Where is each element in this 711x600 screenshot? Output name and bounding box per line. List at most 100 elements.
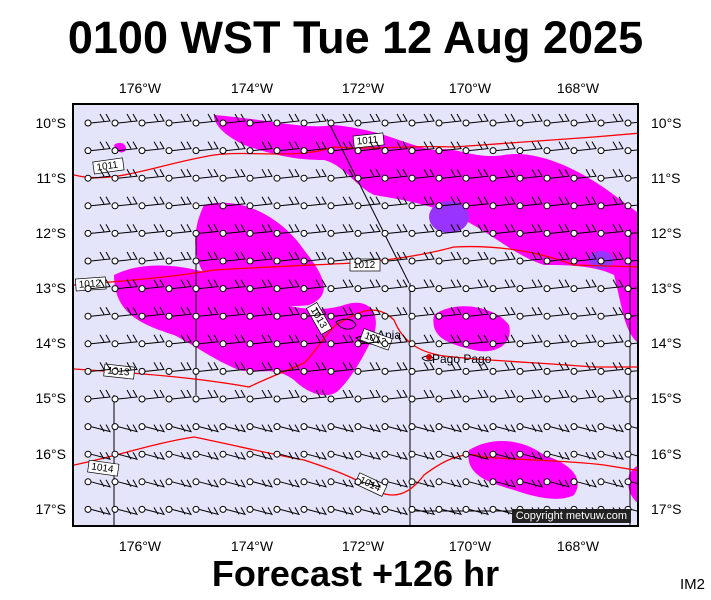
wind-station-dot [570, 119, 578, 127]
wind-station-dot [435, 285, 443, 293]
wind-barb [495, 279, 516, 290]
wind-station-dot [597, 450, 605, 458]
wind-barb [360, 362, 381, 372]
wind-station-dot [111, 202, 119, 210]
wind-barb [414, 306, 435, 317]
wind-station-dot [192, 395, 200, 403]
wind-barb [468, 451, 490, 460]
wind-station-dot [543, 119, 551, 127]
wind-barb [333, 224, 354, 234]
wind-station-dot [597, 312, 605, 320]
wind-barb [279, 451, 301, 460]
wind-barb [414, 141, 435, 152]
wind-station-dot [408, 285, 416, 293]
wind-barb [252, 306, 273, 317]
wind-barb [549, 424, 571, 433]
wind-station-dot [354, 367, 362, 375]
wind-station-dot [435, 229, 443, 237]
place-label-pago-pago: Pago Pago [432, 352, 492, 366]
wind-station-dot [489, 202, 497, 210]
wind-barb [387, 168, 408, 179]
wind-station-dot [192, 312, 200, 320]
wind-station-dot [327, 478, 335, 486]
wind-barb [144, 306, 165, 317]
wind-station-dot [543, 257, 551, 265]
wind-barb [522, 224, 543, 234]
wind-station-dot [219, 147, 227, 155]
wind-station-dot [597, 478, 605, 486]
wind-barb [225, 424, 247, 433]
wind-barb [360, 424, 382, 433]
wind-barb [117, 113, 138, 124]
wind-barb [414, 279, 435, 290]
wind-barb [441, 451, 463, 460]
wind-station-dot [165, 367, 173, 375]
wind-barb [225, 362, 246, 372]
wind-barb [171, 141, 192, 152]
wind-station-dot [435, 147, 443, 155]
wind-barb [198, 334, 219, 345]
wind-barb [279, 141, 300, 152]
wind-station-dot [354, 285, 362, 293]
wind-station-dot [462, 340, 470, 348]
wind-station-dot [543, 147, 551, 155]
wind-station-dot [570, 423, 578, 431]
wind-station-dot [570, 312, 578, 320]
wind-barb [279, 306, 300, 317]
wind-barb [225, 224, 246, 234]
wind-barb [171, 113, 192, 124]
wind-station-dot [165, 450, 173, 458]
wind-barb [441, 389, 462, 400]
wind-station-dot [300, 147, 308, 155]
isobar-label-1011-west-text: 1011 [96, 160, 119, 174]
wind-barb [576, 251, 597, 262]
wind-barb [279, 196, 300, 207]
wind-barb [549, 334, 570, 345]
wind-station-dot [84, 257, 92, 265]
wind-station-dot [516, 395, 524, 403]
wind-station-dot [192, 367, 200, 375]
wind-barb [117, 251, 138, 262]
lon-tick-172w-top: 172°W [341, 80, 385, 96]
wind-station-dot [165, 285, 173, 293]
wind-station-dot [273, 367, 281, 375]
wind-barb [522, 334, 543, 345]
wind-barb [225, 389, 246, 400]
lon-tick-168w-bottom: 168°W [556, 538, 600, 554]
wind-station-dot [462, 174, 470, 182]
wind-barb [117, 424, 139, 433]
wind-barb [225, 306, 246, 317]
wind-barb [144, 362, 165, 372]
wind-station-dot [84, 423, 92, 431]
wind-station-dot [624, 174, 632, 182]
wind-barb [441, 334, 462, 345]
wind-barb [306, 424, 328, 433]
wind-station-dot [489, 367, 497, 375]
wind-barb [333, 389, 354, 400]
wind-station-dot [300, 119, 308, 127]
wind-barb [333, 334, 354, 345]
wind-barb [360, 251, 381, 262]
wind-station-dot [516, 147, 524, 155]
wind-barb [144, 113, 165, 124]
wind-barb [144, 507, 166, 516]
wind-station-dot [219, 174, 227, 182]
wind-barb [360, 279, 381, 290]
wind-barb [603, 113, 624, 124]
wind-barb [549, 362, 570, 372]
lat-tick-15s-left: 15°S [35, 390, 66, 406]
wind-barb [171, 196, 192, 207]
wind-station-dot [273, 423, 281, 431]
wind-station-dot [219, 450, 227, 458]
wind-station-dot [354, 395, 362, 403]
wind-station-dot [489, 312, 497, 320]
wind-station-dot [354, 147, 362, 155]
wind-barb [441, 362, 462, 372]
wind-barb [603, 451, 625, 460]
wind-station-dot [165, 147, 173, 155]
wind-barb [117, 451, 139, 460]
wind-barb [387, 389, 408, 400]
wind-barb [252, 362, 273, 372]
lon-tick-170w-bottom: 170°W [448, 538, 492, 554]
wind-barb [198, 196, 219, 207]
